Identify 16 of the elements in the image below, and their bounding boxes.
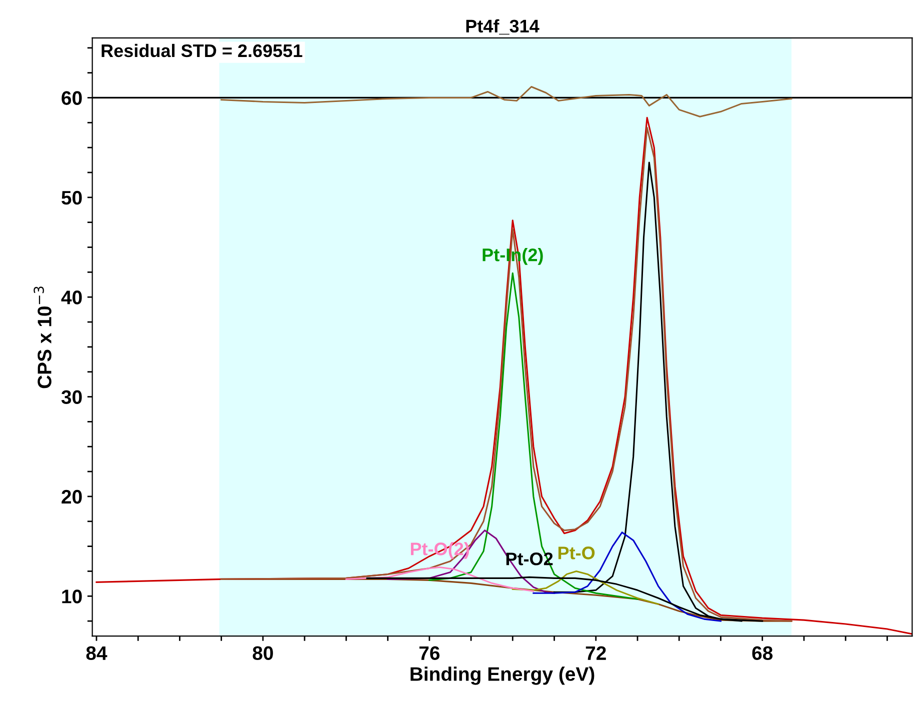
- annotation: Residual STD = 2.69551: [102, 44, 302, 58]
- series-label: Pt-O: [558, 546, 595, 560]
- x-tick-label: 84: [86, 646, 108, 660]
- y-tick-label: 10: [62, 590, 82, 604]
- y-tick-label: 40: [61, 290, 82, 304]
- x-tick-label: 68: [752, 646, 773, 660]
- x-tick-label: 72: [586, 646, 606, 660]
- x-axis-title: Binding Energy (eV): [410, 666, 594, 685]
- y-tick-label: 30: [61, 390, 82, 404]
- y-tick-label: 60: [62, 91, 82, 105]
- y-axis-title: CPS x 10$^{−3}$: [34, 286, 52, 388]
- x-tick-label: 80: [252, 646, 273, 660]
- y-tick-label: 50: [62, 190, 82, 205]
- chart-title: Pt4f_314: [466, 19, 540, 35]
- x-tick-label: 76: [419, 646, 440, 660]
- y-tick-label: 20: [62, 490, 82, 504]
